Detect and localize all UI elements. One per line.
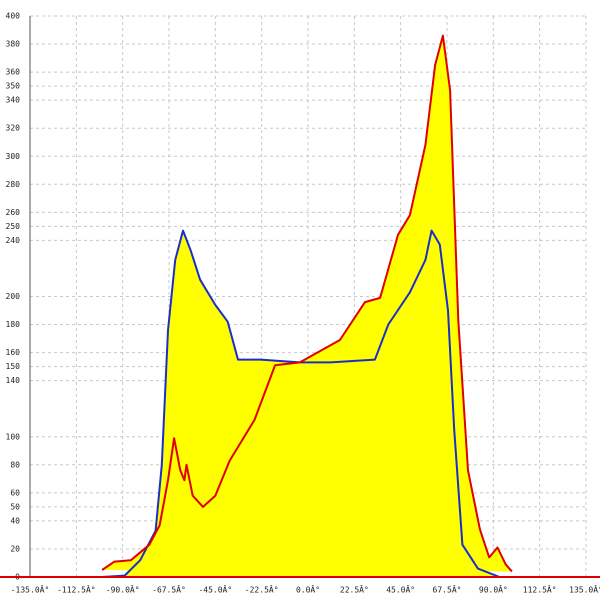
x-tick-label: 112.5Â° [523, 584, 557, 595]
y-tick-label: 320 [6, 124, 21, 133]
y-tick-label: 340 [6, 96, 21, 105]
x-tick-label: -22.5Â° [245, 584, 279, 595]
series-line [101, 34, 513, 573]
y-tick-label: 350 [6, 82, 21, 91]
y-tick-label: 100 [6, 432, 21, 441]
y-tick-label: 360 [6, 68, 21, 77]
x-tick-label: 0.0Â° [296, 584, 320, 595]
x-tick-label: -112.5Â° [57, 584, 96, 595]
x-tick-label: -67.5Â° [152, 584, 186, 595]
series-line [102, 229, 512, 578]
y-tick-label: 280 [6, 180, 21, 189]
y-tick-label: 200 [6, 292, 21, 301]
y-tick-label: 140 [6, 376, 21, 385]
y-tick-label: 50 [10, 502, 20, 511]
y-tick-label: 150 [6, 362, 21, 371]
x-tick-label: 135.0Â° [569, 584, 600, 595]
y-tick-label: 40 [10, 516, 20, 525]
x-tick-label: -45.0Â° [198, 584, 232, 595]
y-tick-label: 240 [6, 236, 21, 245]
y-tick-label: 300 [6, 152, 21, 161]
y-tick-label: 80 [10, 460, 20, 469]
y-tick-label: 180 [6, 320, 21, 329]
x-tick-label: -135.0Â° [11, 584, 50, 595]
y-tick-label: 380 [6, 40, 21, 49]
x-tick-label: 45.0Â° [386, 584, 415, 595]
y-tick-label: 60 [10, 488, 20, 497]
y-tick-label: 250 [6, 222, 21, 231]
y-tick-label: 260 [6, 208, 21, 217]
x-tick-label: 67.5Â° [433, 584, 462, 595]
x-tick-label: -90.0Â° [106, 584, 140, 595]
y-tick-label: 160 [6, 348, 21, 357]
x-tick-label: 22.5Â° [340, 584, 369, 595]
area-fill [102, 35, 512, 572]
y-tick-label: 400 [6, 12, 21, 21]
y-tick-label: 20 [10, 544, 20, 553]
x-tick-label: 90.0Â° [479, 584, 508, 595]
